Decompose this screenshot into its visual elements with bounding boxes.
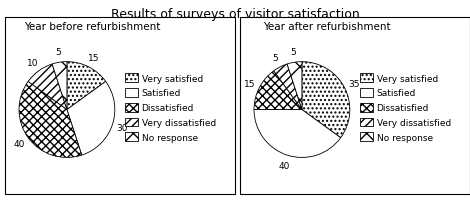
Text: 40: 40 bbox=[278, 161, 290, 170]
Text: Results of surveys of visitor satisfaction: Results of surveys of visitor satisfacti… bbox=[110, 8, 360, 21]
Wedge shape bbox=[254, 110, 341, 158]
Legend: Very satisfied, Satisfied, Dissatisfied, Very dissatisfied, No response: Very satisfied, Satisfied, Dissatisfied,… bbox=[124, 72, 218, 144]
Wedge shape bbox=[274, 65, 302, 110]
Wedge shape bbox=[19, 82, 82, 158]
Text: 5: 5 bbox=[55, 48, 61, 57]
Legend: Very satisfied, Satisfied, Dissatisfied, Very dissatisfied, No response: Very satisfied, Satisfied, Dissatisfied,… bbox=[359, 72, 453, 144]
Text: 35: 35 bbox=[348, 79, 360, 88]
Text: 5: 5 bbox=[273, 54, 278, 63]
Text: Year before refurbishment: Year before refurbishment bbox=[24, 22, 160, 32]
Wedge shape bbox=[67, 82, 115, 155]
Text: 15: 15 bbox=[88, 54, 99, 63]
Wedge shape bbox=[28, 65, 67, 110]
Wedge shape bbox=[302, 62, 350, 138]
Text: 5: 5 bbox=[290, 48, 296, 57]
Wedge shape bbox=[287, 62, 302, 110]
Wedge shape bbox=[67, 62, 106, 110]
Text: 10: 10 bbox=[27, 58, 39, 67]
Text: 40: 40 bbox=[14, 140, 25, 149]
Text: Year after refurbishment: Year after refurbishment bbox=[263, 22, 391, 32]
Wedge shape bbox=[52, 62, 67, 110]
Text: 30: 30 bbox=[117, 123, 128, 132]
Wedge shape bbox=[254, 71, 302, 110]
Text: 15: 15 bbox=[244, 79, 256, 88]
